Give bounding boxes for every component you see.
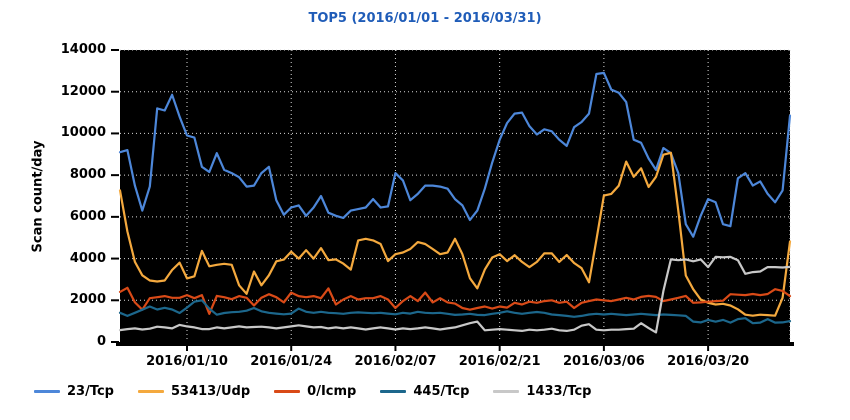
x-tick-label-2016-01-10: 2016/01/10: [146, 354, 228, 369]
legend-swatch-icon: [380, 390, 407, 393]
legend-swatch-icon: [138, 390, 164, 393]
y-tick-label-12000: 12000: [60, 83, 106, 99]
legend-label: 1433/Tcp: [526, 384, 592, 399]
y-tick-label-0: 0: [96, 334, 106, 349]
plot-background: [120, 50, 790, 342]
series-line-445-tcp: [118, 299, 792, 325]
legend-swatch-icon: [493, 390, 520, 393]
x-axis-line: [116, 342, 794, 346]
x-tick-label-2016-01-24: 2016/01/24: [250, 354, 333, 369]
legend-item-0-icmp: 0/Icmp: [274, 384, 356, 399]
legend-item-1433-tcp: 1433/Tcp: [493, 384, 592, 399]
x-tick-label-2016-03-20: 2016/03/20: [667, 354, 750, 369]
chart-title: TOP5 (2016/01/01 - 2016/03/31): [308, 11, 542, 26]
legend-item-23-tcp: 23/Tcp: [34, 384, 114, 399]
y-tick-label-6000: 6000: [69, 208, 106, 224]
legend-label: 445/Tcp: [413, 384, 470, 399]
y-tick-label-10000: 10000: [60, 125, 106, 141]
series-line-0-icmp: [118, 286, 792, 315]
x-tick-label-2016-02-07: 2016/02/07: [354, 354, 437, 369]
y-tick-label-4000: 4000: [69, 250, 106, 266]
y-tick-label-8000: 8000: [69, 167, 106, 183]
legend-swatch-icon: [34, 390, 60, 393]
series-line-23-tcp: [118, 71, 792, 238]
legend: 23/Tcp 53413/Udp 0/Icmp 445/Tcp 1433/Tcp: [34, 384, 592, 399]
legend-label: 0/Icmp: [307, 384, 357, 399]
legend-label: 53413/Udp: [171, 384, 251, 399]
x-tick-label-2016-02-21: 2016/02/21: [458, 354, 541, 369]
x-tick-label-2016-03-06: 2016/03/06: [562, 354, 645, 369]
series-line-1433-tcp: [118, 255, 792, 334]
legend-item-445-tcp: 445/Tcp: [380, 384, 469, 399]
legend-label: 23/Tcp: [67, 384, 114, 399]
y-tick-label-14000: 14000: [60, 42, 106, 57]
legend-swatch-icon: [274, 390, 301, 393]
legend-item-53413-udp: 53413/Udp: [138, 384, 250, 399]
y-tick-label-2000: 2000: [69, 292, 106, 308]
series-line-53413-udp: [118, 151, 792, 317]
